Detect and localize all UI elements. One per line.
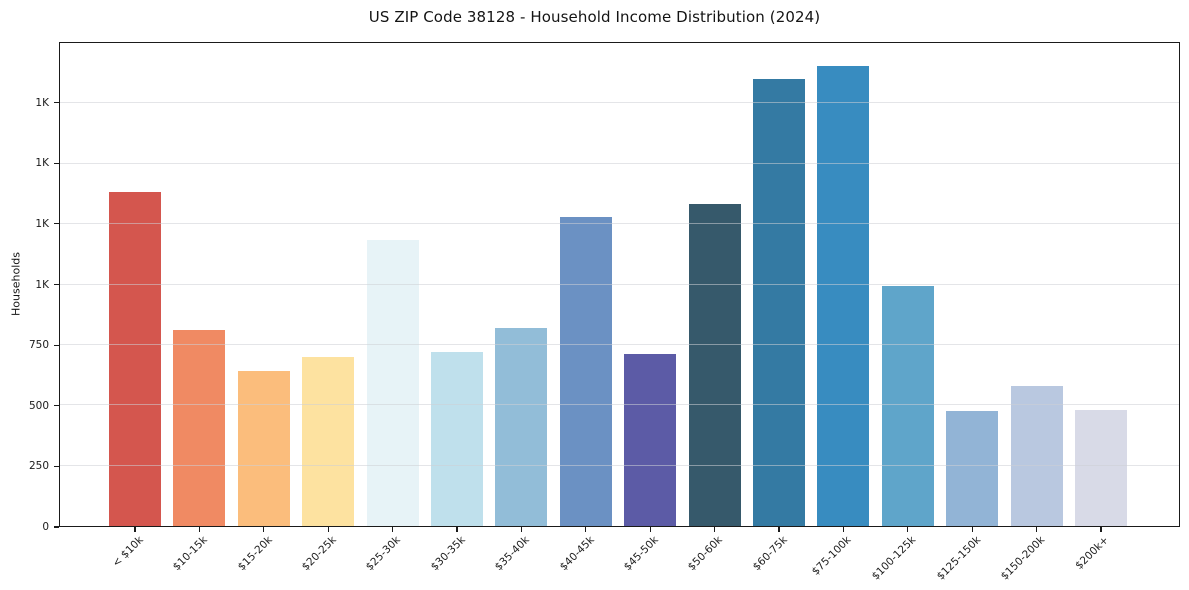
x-tick-label: $50-60k (686, 534, 726, 574)
bar-$100-125k (881, 286, 934, 526)
gridline-1250 (60, 223, 1179, 225)
bar-$125-150k (946, 411, 999, 526)
bar-$50-60k (688, 203, 741, 526)
x-tick-mark (842, 527, 844, 532)
y-tick-mark (54, 283, 59, 286)
plot-area (59, 42, 1180, 527)
x-tick-label: $100-125k (869, 534, 919, 583)
x-tick-label: $125-150k (934, 534, 983, 583)
bar-$45-50k (624, 353, 677, 526)
bar-$30-35k (431, 351, 483, 526)
x-tick-label: $30-35k (428, 534, 468, 574)
y-tick-label: 1K (35, 278, 49, 291)
bar-< $10k (109, 192, 161, 526)
y-tick-label: 1K (35, 217, 49, 230)
y-tick-label: 0 (42, 521, 49, 533)
gridline-750 (60, 343, 1179, 345)
y-tick-label: 250 (28, 460, 49, 473)
x-tick-label: $75-100k (810, 534, 854, 578)
x-tick-mark (1100, 527, 1102, 532)
x-tick-mark (263, 527, 265, 532)
y-tick-mark (54, 526, 59, 528)
x-tick-label: $20-25k (299, 534, 339, 574)
y-tick-mark (54, 102, 59, 104)
bar-$40-45k (559, 217, 612, 526)
bar-$20-25k (302, 356, 355, 526)
y-tick-mark (54, 344, 59, 346)
x-tick-mark (778, 527, 780, 532)
x-tick-label: $35-40k (492, 534, 532, 574)
bar-$200k+ (1075, 410, 1127, 526)
x-tick-mark (134, 527, 136, 532)
gridline-1000 (60, 283, 1179, 285)
gridline-1500 (60, 162, 1179, 164)
chart-title: US ZIP Code 38128 - Household Income Dis… (368, 8, 821, 26)
x-tick-label: < $10k (109, 534, 146, 570)
x-tick-mark (585, 527, 587, 532)
bar-$35-40k (495, 327, 548, 526)
x-tick-label: $10-15k (170, 534, 210, 574)
gridline-1750 (60, 102, 1179, 104)
x-tick-mark (714, 527, 716, 532)
x-tick-mark (456, 527, 458, 532)
x-tick-label: $150-200k (998, 534, 1048, 583)
y-tick-mark (54, 465, 59, 467)
x-tick-mark (327, 527, 329, 532)
y-tick-mark (54, 162, 59, 164)
y-tick-label: 1K (35, 157, 49, 170)
y-tick-label: 1K (35, 96, 49, 109)
y-tick-mark (54, 223, 59, 225)
bar-$60-75k (753, 78, 805, 526)
y-tick-label: 750 (28, 339, 49, 352)
x-tick-mark (971, 527, 973, 532)
x-tick-label: $40-45k (557, 534, 597, 574)
x-tick-mark (392, 527, 394, 532)
bar-$10-15k (173, 330, 226, 526)
y-tick-mark (54, 405, 59, 407)
bar-$25-30k (366, 239, 419, 526)
x-tick-label: $45-50k (621, 534, 661, 574)
x-tick-label: $200k+ (1073, 534, 1112, 572)
x-tick-label: $25-30k (364, 534, 404, 574)
x-tick-mark (1036, 527, 1038, 532)
x-tick-label: $60-75k (750, 534, 790, 574)
x-tick-mark (649, 527, 651, 532)
x-tick-mark (907, 527, 909, 532)
y-tick-label: 500 (28, 399, 49, 412)
bar-$150-200k (1010, 385, 1063, 526)
x-tick-label: $15-20k (235, 534, 275, 574)
x-tick-mark (198, 527, 200, 532)
bar-$15-20k (237, 370, 290, 526)
x-tick-mark (520, 527, 522, 532)
bar-$75-100k (817, 66, 870, 526)
